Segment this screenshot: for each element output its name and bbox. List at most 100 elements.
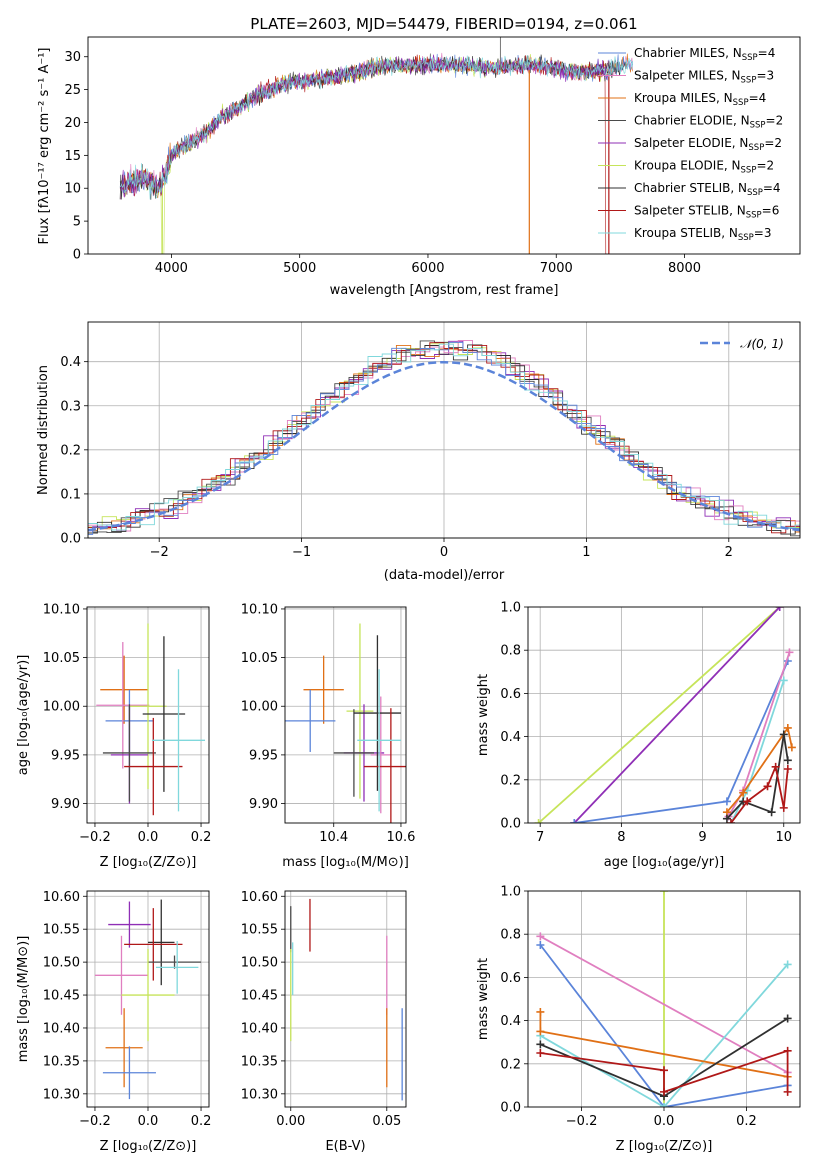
spectrum-series-salpeter_stelib xyxy=(119,54,608,254)
legend-sub: SSP xyxy=(733,98,749,108)
age-vs-metallicity-panel: −0.2 0.0 0.2 9.90 9.95 10.00 10.05 10.10 Z [log₁… xyxy=(16,602,211,870)
legend-text: Chabrier STELIB, N xyxy=(634,181,747,195)
legend-tail: =3 xyxy=(754,226,772,240)
x-tick-label: 7 xyxy=(536,830,544,845)
mass-weight-marker-salpeter_stelib xyxy=(743,797,752,806)
legend-tail: =6 xyxy=(762,204,780,218)
x-tick-label: 0 xyxy=(440,545,448,560)
mass-weight-marker-kroupa_stelib xyxy=(783,960,792,969)
x-tick-label: 1 xyxy=(582,545,590,560)
mass-weight-marker-kroupa_elodie xyxy=(534,819,543,823)
x-axis-label: wavelength [Angstrom, rest frame] xyxy=(330,283,559,298)
mass-weight-marker-chabrier_miles xyxy=(570,819,579,823)
y-tick-label: 0.0 xyxy=(500,817,521,832)
x-axis-label: Z [log₁₀(Z/Z⊙)] xyxy=(100,1139,197,1154)
legend-entry: 𝒩(0, 1) xyxy=(740,337,784,351)
x-tick-label: 5000 xyxy=(283,261,316,276)
legend-entry: Chabrier MILES, NSSP=4 xyxy=(634,46,775,63)
mass-weight-marker-kroupa_stelib xyxy=(779,676,788,685)
spectrum-series-kroupa_elodie xyxy=(119,53,608,254)
mass-weight-marker-salpeter_stelib xyxy=(536,1049,545,1057)
mass-weight-marker-salpeter_stelib xyxy=(783,765,792,773)
legend-text: Salpeter ELODIE, N xyxy=(634,136,748,150)
spectrum-panel: 4000 5000 6000 7000 8000 0 5 10 15 20 25 30 PLATE=26… xyxy=(37,15,801,298)
histogram-kroupa_stelib xyxy=(88,343,800,531)
legend-sub: SSP xyxy=(747,188,763,198)
x-tick-label: 10 xyxy=(775,830,792,845)
y-tick-label: 0.8 xyxy=(500,644,521,659)
spectrum-series-chabrier_stelib xyxy=(119,54,627,200)
y-tick-label: 20 xyxy=(64,116,81,131)
y-tick-label: 9.90 xyxy=(249,797,278,812)
mass-weight-vs-metallicity-panel: −0.2 0.0 0.2 0.0 0.2 0.4 0.6 0.8 1.0 Z [log₁₀(Z/Z… xyxy=(476,885,801,1154)
mass-weight-marker-salpeter_stelib xyxy=(783,1087,792,1096)
legend-text: Chabrier MILES, N xyxy=(634,46,742,60)
y-tick-label: 10.35 xyxy=(241,1054,278,1069)
y-tick-label: 10.05 xyxy=(43,651,80,666)
legend-sub: SSP xyxy=(741,76,757,86)
x-tick-label: 6000 xyxy=(411,261,444,276)
axes-frame xyxy=(284,606,407,824)
legend-sub: SSP xyxy=(738,233,754,243)
x-tick-label: 0.0 xyxy=(654,1114,675,1129)
x-tick-label: −0.2 xyxy=(79,830,111,845)
mass-weight-marker-chabrier_miles xyxy=(722,797,731,806)
y-tick-label: 10.50 xyxy=(241,956,278,971)
legend-entry: Chabrier STELIB, NSSP=4 xyxy=(634,181,781,198)
y-tick-label: 5 xyxy=(73,215,81,230)
x-tick-label: 8000 xyxy=(668,261,701,276)
legend-tail: =4 xyxy=(763,181,781,195)
histogram-chabrier_elodie xyxy=(88,340,800,537)
mass-weight-marker-kroupa_miles xyxy=(536,1007,545,1016)
x-tick-label: 0.2 xyxy=(191,1114,212,1129)
x-tick-label: 0.00 xyxy=(276,1114,305,1129)
y-tick-label: 10.45 xyxy=(241,989,278,1004)
plot-area xyxy=(536,891,792,1107)
legend-sub: SSP xyxy=(750,121,766,131)
mass-weight-line-salpeter_elodie xyxy=(573,607,781,823)
y-tick-label: 0.8 xyxy=(500,928,521,943)
mass-weight-marker-kroupa_miles xyxy=(739,788,748,797)
spectrum-series-kroupa_miles xyxy=(119,53,633,199)
y-tick-label: 9.95 xyxy=(51,748,80,763)
legend-tail: =4 xyxy=(749,91,767,105)
age-vs-mass-panel: 10.4 10.6 9.90 9.95 10.00 10.05 10.10 mass [log… xyxy=(241,602,416,870)
mass-weight-marker-chabrier_stelib xyxy=(783,1014,792,1023)
y-tick-label: 10.10 xyxy=(241,602,278,617)
legend-entry: Kroupa MILES, NSSP=4 xyxy=(634,91,766,108)
y-tick-label: 0.0 xyxy=(500,1101,521,1116)
mass-weight-marker-chabrier_stelib xyxy=(536,1040,545,1049)
spectrum-series-salpeter_miles xyxy=(119,52,633,200)
x-tick-label: 8 xyxy=(617,830,625,845)
mass-vs-extinction-panel: 0.00 0.05 10.30 10.35 10.40 10.45 10.50 10.55 10… xyxy=(241,890,407,1154)
legend-entry: Kroupa STELIB, NSSP=3 xyxy=(634,226,772,243)
plot-area xyxy=(285,623,406,823)
mass-weight-marker-salpeter_stelib xyxy=(726,819,735,823)
x-tick-label: 0.2 xyxy=(736,1114,757,1129)
y-tick-label: 0 xyxy=(73,248,81,263)
legend-entry: Salpeter ELODIE, NSSP=2 xyxy=(634,136,782,153)
legend-sub: SSP xyxy=(741,166,757,176)
y-tick-label: 0.2 xyxy=(500,1057,521,1072)
mass-weight-line-kroupa_miles xyxy=(726,725,793,813)
x-tick-label: 9 xyxy=(698,830,706,845)
x-tick-label: 0.05 xyxy=(372,1114,401,1129)
normal-curve xyxy=(88,360,800,532)
y-tick-label: 1.0 xyxy=(500,885,521,900)
residual-histogram-panel: −2 −1 0 1 2 0.0 0.1 0.2 0.3 0.4 𝒩(0, 1) (data-model… xyxy=(36,321,801,583)
legend-sub: SSP xyxy=(748,143,764,153)
x-tick-label: 10.6 xyxy=(386,830,415,845)
y-tick-label: 10.00 xyxy=(43,700,80,715)
mass-weight-marker-kroupa_elodie xyxy=(660,891,668,895)
legend-entry: Chabrier ELODIE, NSSP=2 xyxy=(634,114,783,131)
axes-frame xyxy=(527,606,801,824)
x-tick-label: 10.4 xyxy=(319,830,348,845)
legend-text: Salpeter STELIB, N xyxy=(634,204,746,218)
x-tick-label: 4000 xyxy=(155,261,188,276)
y-tick-label: 10.30 xyxy=(43,1087,80,1102)
x-axis-label: age [log₁₀(age/yr)] xyxy=(604,855,725,870)
y-tick-label: 10.55 xyxy=(241,923,278,938)
mass-weight-marker-salpeter_stelib xyxy=(783,1046,792,1055)
y-tick-label: 0.3 xyxy=(60,399,81,414)
